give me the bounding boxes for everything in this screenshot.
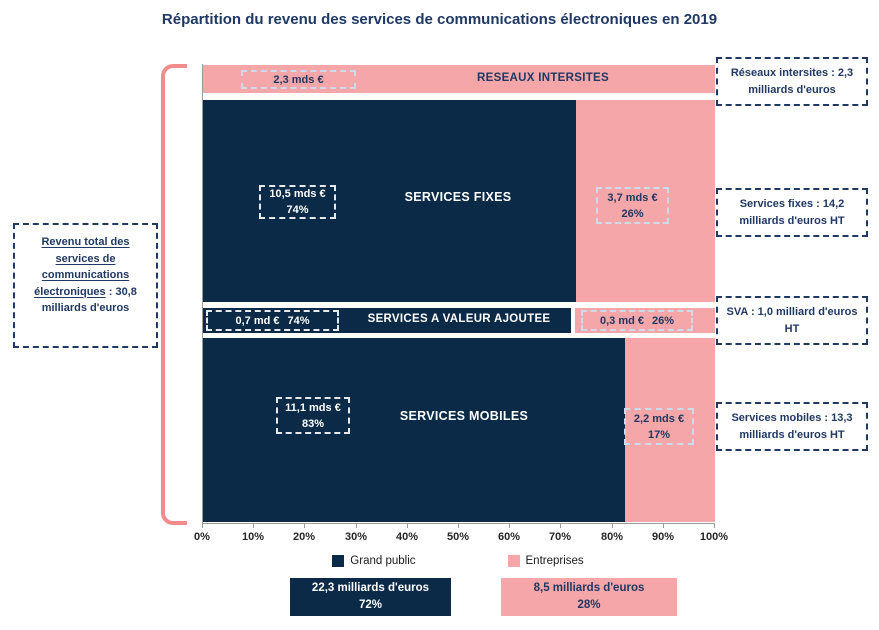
- total-bracket-shape: [161, 64, 187, 525]
- total-box-entreprises: 8,5 milliards d'euros 28%: [501, 578, 677, 616]
- legend-item-grand-public: Grand public: [332, 555, 416, 567]
- entreprises-swatch-icon: [507, 555, 520, 567]
- page-title: Répartition du revenu des services de co…: [161, 11, 718, 28]
- pct-label: 74%: [286, 204, 309, 216]
- value-label: 2,3 mds €: [273, 73, 324, 86]
- legend-item-entreprises: Entreprises: [507, 555, 584, 567]
- bar-title-sva: SERVICES A VALEUR AJOUTEE: [367, 313, 551, 325]
- total-revenue-note-rest: : 30,8 milliards d'euros: [41, 285, 137, 315]
- legend-label: Grand public: [350, 555, 416, 567]
- segment-sva-grand-public: [203, 308, 572, 333]
- x-tick-60: 60%: [485, 524, 533, 543]
- total-box-grand-public: 22,3 milliards d'euros 72%: [290, 578, 451, 616]
- pct-label: 26%: [621, 207, 644, 220]
- note-services-fixes: Services fixes : 14,2 milliards d'euros …: [716, 188, 868, 237]
- bar-row-services-mobiles: 11,1 mds € 83% SERVICES MOBILES 2,2 mds …: [203, 338, 715, 522]
- x-tick-0: 0%: [178, 524, 226, 543]
- value-label: 2,2 mds €: [633, 412, 685, 425]
- legend: Grand public Entreprises: [202, 555, 714, 567]
- x-tick-70: 70%: [536, 524, 584, 543]
- segment-fixes-grand-public: [203, 100, 577, 302]
- note-sva: SVA : 1,0 milliard d'euros HT: [716, 296, 868, 345]
- x-tick-80: 80%: [588, 524, 636, 543]
- bar-row-services-fixes: 10,5 mds € 74% SERVICES FIXES 3,7 mds € …: [203, 100, 715, 302]
- total-amount: 22,3 milliards d'euros: [311, 582, 430, 594]
- total-revenue-note-underlined: Revenu total des services de communicati…: [34, 236, 130, 298]
- bar-row-reseaux-intersites: 2,3 mds € RESEAUX INTERSITES: [203, 65, 715, 93]
- segment-fixes-entreprises: [576, 100, 715, 302]
- value-label: 11,1 mds €: [285, 401, 341, 414]
- x-tick-50: 50%: [434, 524, 482, 543]
- segment-mobiles-entreprises: [624, 338, 715, 522]
- value-box-intersites: 2,3 mds €: [241, 70, 356, 89]
- note-services-mobiles: Services mobiles : 13,3 milliards d'euro…: [716, 402, 868, 451]
- value-label: 3,7 mds €: [607, 191, 658, 204]
- total-amount: 8,5 milliards d'euros: [533, 582, 645, 594]
- grand-public-swatch-icon: [332, 555, 345, 567]
- x-tick-10: 10%: [229, 524, 277, 543]
- pct-label: 17%: [647, 428, 671, 441]
- value-label: 10,5 mds €: [269, 188, 326, 200]
- value-label: 0,3 md €: [599, 314, 644, 327]
- chart-area: 2,3 mds € RESEAUX INTERSITES 10,5 mds € …: [202, 64, 715, 524]
- note-reseaux-intersites: Réseaux intersites : 2,3 milliards d'eur…: [716, 57, 868, 106]
- bar-title-reseaux-intersites: RESEAUX INTERSITES: [477, 72, 609, 84]
- x-axis: 0% 10% 20% 30% 40% 50% 60% 70% 80% 90% 1…: [194, 524, 728, 550]
- value-box-mobiles-grand-public: 11,1 mds € 83%: [276, 397, 350, 434]
- legend-label: Entreprises: [525, 555, 584, 567]
- total-pct: 28%: [577, 599, 601, 611]
- pct-label: 26%: [652, 314, 675, 327]
- bar-row-sva: 0,7 md € 74% SERVICES A VALEUR AJOUTEE 0…: [203, 308, 715, 333]
- value-box-sva-grand-public: 0,7 md € 74%: [206, 310, 339, 331]
- x-tick-100: 100%: [690, 524, 738, 543]
- bar-title-services-fixes: SERVICES FIXES: [404, 190, 512, 204]
- x-tick-40: 40%: [383, 524, 431, 543]
- pct-label: 83%: [301, 417, 325, 430]
- value-box-mobiles-entreprises: 2,2 mds € 17%: [624, 408, 694, 445]
- pct-label: 74%: [287, 314, 310, 327]
- x-tick-30: 30%: [332, 524, 380, 543]
- value-box-fixes-grand-public: 10,5 mds € 74%: [259, 185, 336, 219]
- x-tick-20: 20%: [280, 524, 328, 543]
- segment-mobiles-grand-public: [203, 338, 625, 522]
- bar-title-services-mobiles: SERVICES MOBILES: [399, 409, 529, 423]
- value-box-sva-entreprises: 0,3 md € 26%: [581, 310, 693, 331]
- x-tick-90: 90%: [639, 524, 687, 543]
- value-box-fixes-entreprises: 3,7 mds € 26%: [596, 187, 669, 224]
- total-pct: 72%: [358, 599, 383, 611]
- total-revenue-note: Revenu total des services de communicati…: [13, 223, 158, 348]
- value-label: 0,7 md €: [235, 314, 280, 327]
